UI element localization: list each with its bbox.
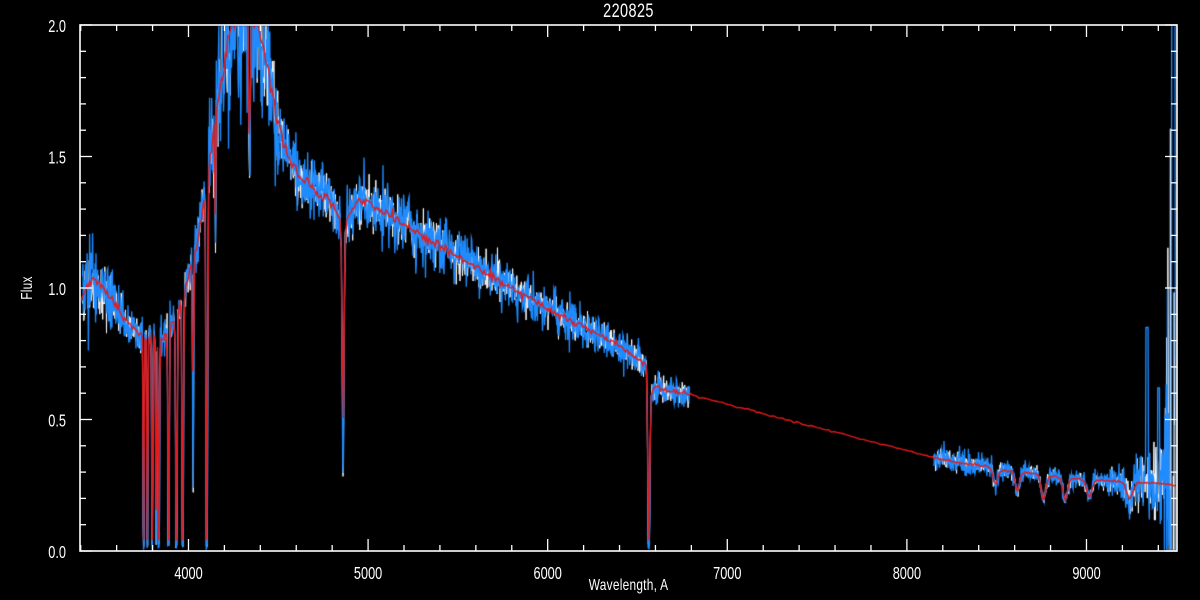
svg-text:1.5: 1.5	[48, 149, 66, 168]
svg-text:8000: 8000	[893, 564, 921, 583]
svg-text:9000: 9000	[1072, 564, 1100, 583]
svg-text:Wavelength, A: Wavelength, A	[589, 575, 669, 593]
svg-text:7000: 7000	[713, 564, 741, 583]
svg-text:220825: 220825	[603, 0, 654, 22]
svg-text:2.0: 2.0	[48, 17, 66, 36]
svg-text:0.5: 0.5	[48, 412, 66, 431]
svg-text:Flux: Flux	[17, 276, 35, 299]
svg-text:5000: 5000	[354, 564, 382, 583]
svg-text:1.0: 1.0	[48, 280, 66, 299]
svg-text:6000: 6000	[534, 564, 562, 583]
svg-text:4000: 4000	[174, 564, 202, 583]
svg-text:0.0: 0.0	[48, 543, 66, 562]
